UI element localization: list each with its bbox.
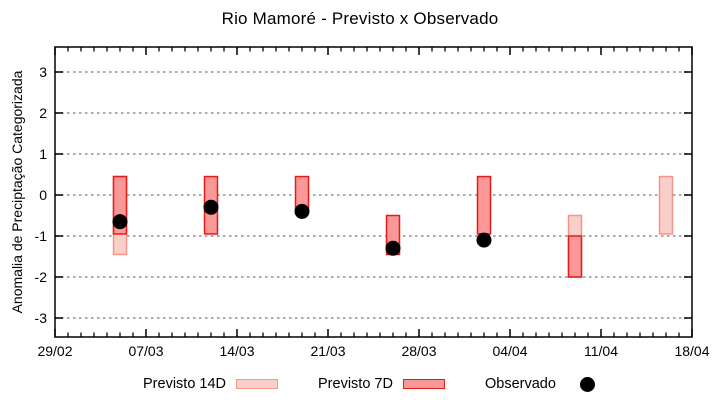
legend-swatch-previsto-7d bbox=[402, 379, 445, 389]
forecast-7d-bar bbox=[567, 235, 583, 278]
legend-label-previsto-7d: Previsto 7D bbox=[318, 376, 393, 392]
observed-point bbox=[385, 240, 401, 256]
legend-item-observado: Observado bbox=[485, 372, 595, 396]
legend-item-previsto-14d: Previsto 14D bbox=[143, 372, 279, 396]
x-tick-label: 21/03 bbox=[310, 343, 345, 359]
observed-point bbox=[112, 214, 128, 230]
legend-item-previsto-7d: Previsto 7D bbox=[318, 372, 445, 396]
legend-label-previsto-14d: Previsto 14D bbox=[143, 376, 227, 392]
chart-title: Rio Mamoré - Previsto x Observado bbox=[221, 9, 499, 28]
observed-point bbox=[203, 199, 219, 215]
y-tick-label: 0 bbox=[39, 187, 47, 203]
x-tick-label: 04/04 bbox=[492, 343, 527, 359]
y-tick-label: -3 bbox=[35, 310, 48, 326]
x-tick-label: 11/04 bbox=[584, 343, 618, 359]
forecast-7d-bar bbox=[476, 175, 492, 235]
x-tick-label: 18/04 bbox=[674, 343, 709, 359]
x-tick-label: 28/03 bbox=[401, 343, 436, 359]
x-tick-label: 29/02 bbox=[37, 343, 72, 359]
legend-label-observado: Observado bbox=[485, 376, 556, 392]
plot-frame bbox=[54, 46, 693, 338]
x-tick-label: 07/03 bbox=[128, 343, 163, 359]
y-tick-label: 3 bbox=[39, 64, 47, 80]
y-tick-label: -2 bbox=[35, 269, 48, 285]
y-tick-label: -1 bbox=[35, 228, 48, 244]
chart-legend: Previsto 14D Previsto 7D Observado bbox=[0, 372, 720, 398]
legend-swatch-previsto-14d bbox=[236, 379, 279, 389]
y-tick-label: 2 bbox=[39, 105, 47, 121]
observed-point bbox=[294, 203, 310, 219]
observed-point bbox=[476, 232, 492, 248]
legend-swatch-observado bbox=[579, 376, 595, 392]
y-tick-label: 1 bbox=[39, 146, 47, 162]
forecast-14d-bar bbox=[658, 175, 674, 235]
x-tick-label: 14/03 bbox=[219, 343, 254, 359]
